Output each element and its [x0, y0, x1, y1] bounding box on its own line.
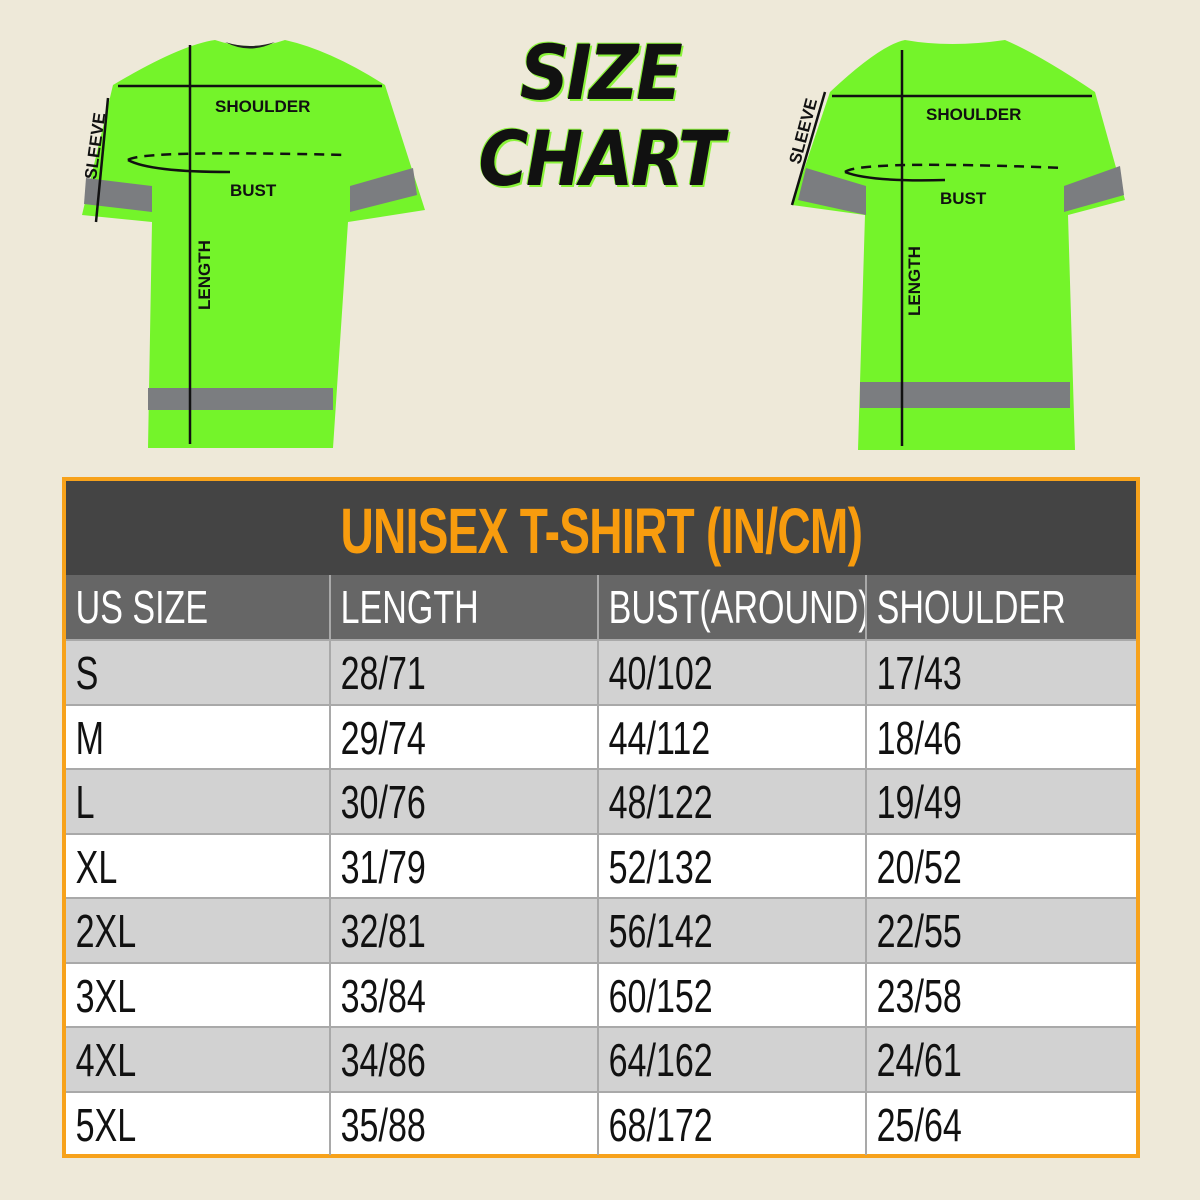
cell-value: XL: [75, 840, 118, 893]
table-cell: 4XL: [66, 1028, 329, 1091]
cell-value: 29/74: [340, 711, 426, 764]
cell-value: S: [75, 647, 99, 699]
cell-value: M: [75, 711, 104, 764]
table-cell: 24/61: [865, 1028, 1136, 1091]
cell-value: 68/172: [608, 1098, 713, 1151]
table-cell: 29/74: [329, 705, 597, 768]
heading-line2: CHART: [478, 114, 724, 203]
cell-value: 48/122: [608, 776, 713, 828]
cell-value: 23/58: [876, 969, 962, 1022]
table-cell: 20/52: [865, 834, 1136, 897]
back-shirt-diagram: SHOULDER BUST SLEEVE LENGTH: [786, 40, 1125, 450]
cell-value: 18/46: [876, 711, 962, 764]
cell-value: 52/132: [608, 840, 713, 893]
header-shoulder: SHOULDER: [876, 581, 1066, 633]
table-cell: 64/162: [597, 1028, 865, 1091]
table-cell: 2XL: [66, 899, 329, 962]
table-cell: 44/112: [597, 705, 865, 768]
heading-line1: SIZE: [519, 28, 683, 117]
cell-value: 5XL: [75, 1098, 137, 1151]
cell-value: 2XL: [75, 905, 137, 957]
table-cell: 34/86: [329, 1028, 597, 1091]
table-row: S 28/71 40/102 17/43: [66, 639, 1136, 704]
cell-value: 17/43: [876, 647, 962, 699]
cell-value: 34/86: [340, 1034, 426, 1086]
table-cell: 25/64: [865, 1092, 1136, 1155]
table-cell: 22/55: [865, 899, 1136, 962]
cell-value: 22/55: [876, 905, 962, 957]
size-table: UNISEX T-SHIRT (IN/CM) US SIZE LENGTH BU…: [62, 477, 1140, 1158]
table-title-bar: UNISEX T-SHIRT (IN/CM): [66, 481, 1136, 575]
table-cell: 35/88: [329, 1092, 597, 1155]
table-cell: 52/132: [597, 834, 865, 897]
table-cell: 48/122: [597, 770, 865, 833]
cell-value: 44/112: [608, 711, 711, 764]
table-cell: 23/58: [865, 963, 1136, 1026]
table-cell: 33/84: [329, 963, 597, 1026]
table-row: L 30/76 48/122 19/49: [66, 768, 1136, 833]
table-row: M 29/74 44/112 18/46: [66, 703, 1136, 769]
table-cell: 30/76: [329, 770, 597, 833]
front-shoulder-label: SHOULDER: [215, 97, 310, 116]
cell-value: 56/142: [608, 905, 713, 957]
table-cell: 32/81: [329, 899, 597, 962]
table-header-row: US SIZE LENGTH BUST(AROUND) SHOULDER: [66, 575, 1136, 639]
header-bust: BUST(AROUND): [608, 581, 865, 633]
table-cell: 60/152: [597, 963, 865, 1026]
table-cell: 19/49: [865, 770, 1136, 833]
cell-value: 24/61: [876, 1034, 962, 1086]
table-cell: 18/46: [865, 705, 1136, 768]
cell-value: 25/64: [876, 1098, 962, 1151]
cell-value: 19/49: [876, 776, 962, 828]
size-chart-heading: SIZE CHART: [465, 30, 735, 202]
front-length-label: LENGTH: [195, 240, 214, 310]
cell-value: 35/88: [340, 1098, 426, 1151]
table-cell: 28/71: [329, 641, 597, 704]
table-row: 5XL 35/88 68/172 25/64: [66, 1090, 1136, 1156]
table-row: 4XL 34/86 64/162 24/61: [66, 1026, 1136, 1091]
header-cell: BUST(AROUND): [597, 575, 865, 639]
cell-value: 28/71: [340, 647, 426, 699]
table-row: 3XL 33/84 60/152 23/58: [66, 961, 1136, 1027]
table-row: XL 31/79 52/132 20/52: [66, 832, 1136, 898]
cell-value: 3XL: [75, 969, 137, 1022]
table-cell: XL: [66, 835, 329, 898]
table-cell: S: [66, 641, 329, 704]
cell-value: 60/152: [608, 969, 713, 1022]
front-bust-label: BUST: [230, 181, 277, 200]
cell-value: 30/76: [340, 776, 426, 828]
table-cell: 68/172: [597, 1092, 865, 1155]
back-shoulder-label: SHOULDER: [926, 105, 1021, 124]
table-cell: 31/79: [329, 834, 597, 897]
front-shirt-diagram: SHOULDER BUST SLEEVE LENGTH: [81, 40, 425, 448]
header-cell: LENGTH: [329, 575, 597, 639]
table-cell: L: [66, 770, 329, 833]
cell-value: 31/79: [340, 840, 426, 893]
cell-value: 64/162: [608, 1034, 713, 1086]
cell-value: L: [75, 776, 95, 828]
back-bust-label: BUST: [940, 189, 987, 208]
cell-value: 40/102: [608, 647, 713, 699]
cell-value: 20/52: [876, 840, 962, 893]
cell-value: 33/84: [340, 969, 426, 1022]
header-us-size: US SIZE: [75, 581, 209, 633]
header-cell: SHOULDER: [865, 575, 1136, 639]
table-cell: M: [66, 706, 329, 769]
header-length: LENGTH: [340, 581, 479, 633]
header-cell: US SIZE: [66, 575, 329, 639]
cell-value: 32/81: [340, 905, 426, 957]
table-title: UNISEX T-SHIRT (IN/CM): [340, 495, 862, 567]
table-cell: 56/142: [597, 899, 865, 962]
table-cell: 5XL: [66, 1093, 329, 1156]
table-cell: 40/102: [597, 641, 865, 704]
table-cell: 3XL: [66, 964, 329, 1027]
table-cell: 17/43: [865, 641, 1136, 704]
table-row: 2XL 32/81 56/142 22/55: [66, 897, 1136, 962]
back-length-label: LENGTH: [905, 246, 924, 316]
cell-value: 4XL: [75, 1034, 137, 1086]
